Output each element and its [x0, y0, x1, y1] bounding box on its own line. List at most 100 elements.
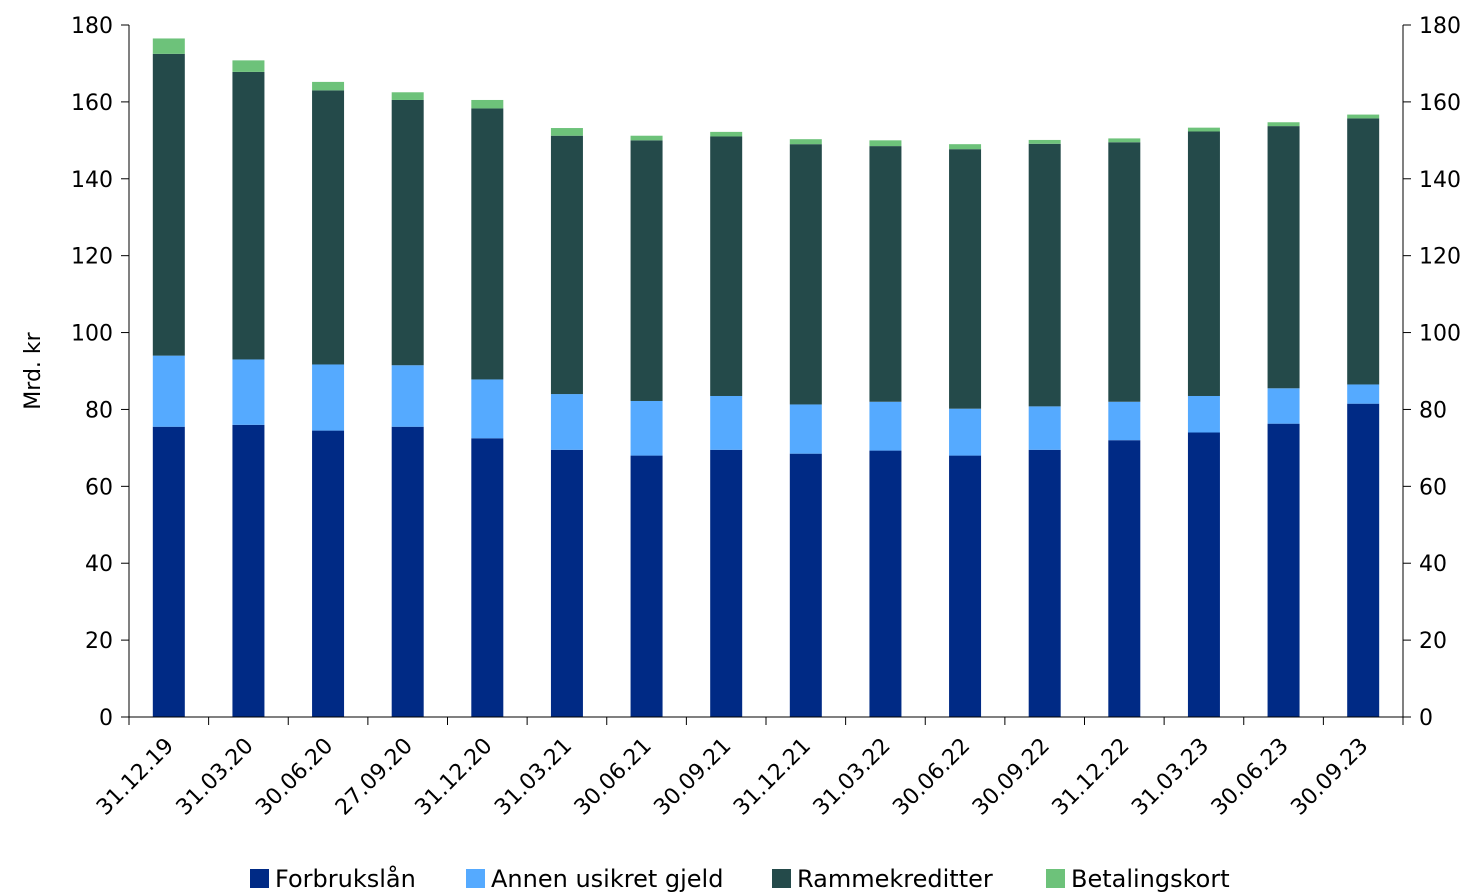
legend-swatch-4: [1046, 869, 1065, 888]
y-tick-label-right-20: 20: [1419, 629, 1447, 654]
bar-4-31.12.21: [789, 139, 822, 145]
bar-4-27.09.20: [391, 92, 424, 100]
x-tick-label-30.06.23: 30.06.23: [1207, 734, 1294, 821]
bar-4-30.09.23: [1347, 114, 1380, 119]
x-tick-label-30.06.22: 30.06.22: [888, 734, 975, 821]
x-tick-label-30.09.21: 30.09.21: [649, 734, 736, 821]
bar-3-30.06.20: [312, 90, 345, 365]
bar-1-31.03.20: [232, 424, 265, 717]
bar-1-31.03.22: [869, 450, 902, 717]
bar-3-31.03.22: [869, 146, 902, 402]
bar-2-27.09.20: [391, 365, 424, 427]
bar-3-30.06.23: [1267, 126, 1300, 389]
legend-label-2: Annen usikret gjeld: [491, 865, 723, 893]
x-tick-label-31.12.19: 31.12.19: [92, 734, 179, 821]
x-tick-label-31.03.21: 31.03.21: [490, 734, 577, 821]
x-tick-label-30.06.20: 30.06.20: [251, 734, 338, 821]
bar-3-31.03.21: [550, 135, 583, 395]
bar-1-30.06.23: [1267, 423, 1300, 717]
bar-4-30.09.22: [1028, 139, 1061, 144]
bar-3-30.06.22: [949, 149, 982, 409]
y-tick-label-right-80: 80: [1419, 398, 1447, 423]
y-tick-label-left-140: 140: [71, 168, 113, 193]
bar-2-31.03.23: [1187, 395, 1220, 433]
y-tick-label-left-80: 80: [85, 398, 113, 423]
bar-1-30.06.22: [949, 455, 982, 717]
legend-label-4: Betalingskort: [1071, 865, 1230, 893]
y-tick-label-left-60: 60: [85, 475, 113, 500]
bar-3-31.12.20: [471, 108, 504, 380]
bar-1-30.09.21: [710, 449, 743, 717]
legend-swatch-3: [772, 869, 791, 888]
y-tick-label-right-140: 140: [1419, 168, 1461, 193]
x-tick-label-31.12.21: 31.12.21: [729, 734, 816, 821]
bar-1-31.12.22: [1108, 440, 1141, 717]
bar-1-31.03.21: [550, 449, 583, 717]
y-tick-label-left-0: 0: [99, 706, 113, 731]
y-tick-label-left-20: 20: [85, 629, 113, 654]
bar-3-31.03.23: [1187, 131, 1220, 396]
bar-3-30.09.23: [1347, 118, 1380, 385]
bar-2-30.09.22: [1028, 406, 1061, 450]
bar-4-31.12.19: [152, 38, 185, 54]
bar-3-31.12.19: [152, 53, 185, 356]
bar-3-30.09.22: [1028, 143, 1061, 407]
bar-4-30.09.21: [710, 131, 743, 137]
bar-3-31.12.22: [1108, 142, 1141, 402]
bar-4-30.06.23: [1267, 122, 1300, 127]
bar-1-31.12.20: [471, 438, 504, 717]
bar-4-31.03.21: [550, 128, 583, 136]
bar-4-31.03.22: [869, 140, 902, 147]
bar-2-30.06.22: [949, 408, 982, 456]
x-tick-label-27.09.20: 27.09.20: [331, 734, 418, 821]
bar-3-30.09.21: [710, 136, 743, 396]
bar-4-31.03.23: [1187, 127, 1220, 132]
bar-4-30.06.21: [630, 135, 663, 141]
bar-2-31.12.19: [152, 355, 185, 427]
bar-4-31.12.20: [471, 99, 504, 109]
x-tick-label-31.12.22: 31.12.22: [1048, 734, 1135, 821]
bar-3-30.06.21: [630, 140, 663, 401]
y-tick-label-right-180: 180: [1419, 14, 1461, 39]
bar-3-31.03.20: [232, 71, 265, 360]
bar-1-31.12.19: [152, 426, 185, 717]
legend: Forbrukslån Annen usikret gjeld Rammekredi…: [250, 864, 1230, 893]
y-tick-label-right-120: 120: [1419, 245, 1461, 270]
x-tick-label-30.09.22: 30.09.22: [968, 734, 1055, 821]
bar-2-31.03.22: [869, 401, 902, 451]
x-tick-label-31.12.20: 31.12.20: [411, 734, 498, 821]
y-axis-title: Mrd. kr: [21, 331, 46, 409]
bar-1-27.09.20: [391, 426, 424, 717]
bar-2-30.06.20: [312, 364, 345, 431]
y-tick-label-left-40: 40: [85, 552, 113, 577]
x-tick-label-31.03.20: 31.03.20: [172, 734, 259, 821]
bar-2-30.09.23: [1347, 384, 1380, 404]
bar-2-30.06.23: [1267, 388, 1300, 424]
bar-4-30.06.20: [312, 81, 345, 91]
bar-2-30.06.21: [630, 400, 663, 456]
bar-4-31.12.22: [1108, 138, 1141, 143]
bar-1-30.06.20: [312, 430, 345, 717]
y-tick-label-left-180: 180: [71, 14, 113, 39]
x-tick-label-30.09.23: 30.09.23: [1286, 734, 1373, 821]
axes-group: 0 0 20 20 40 40 60 60 80 80 100 100 120 120 140 140 160 1…: [71, 14, 1461, 821]
x-tick-label-31.03.23: 31.03.23: [1127, 734, 1214, 821]
y-tick-label-right-100: 100: [1419, 322, 1461, 347]
bar-1-30.09.23: [1347, 403, 1380, 717]
y-tick-label-right-40: 40: [1419, 552, 1447, 577]
legend-label-3: Rammekreditter: [797, 865, 993, 893]
legend-label-1: Forbrukslån: [275, 864, 416, 893]
bar-2-31.03.20: [232, 359, 265, 425]
y-tick-label-right-160: 160: [1419, 91, 1461, 116]
bar-2-31.03.21: [550, 394, 583, 450]
bar-2-30.09.21: [710, 395, 743, 450]
bar-4-31.03.20: [232, 60, 265, 72]
bars-group: [152, 38, 1380, 717]
y-tick-label-left-160: 160: [71, 91, 113, 116]
y-tick-label-right-60: 60: [1419, 475, 1447, 500]
x-tick-label-31.03.22: 31.03.22: [809, 734, 896, 821]
bar-2-31.12.21: [789, 404, 822, 454]
bar-1-30.09.22: [1028, 449, 1061, 717]
y-tick-label-left-120: 120: [71, 245, 113, 270]
